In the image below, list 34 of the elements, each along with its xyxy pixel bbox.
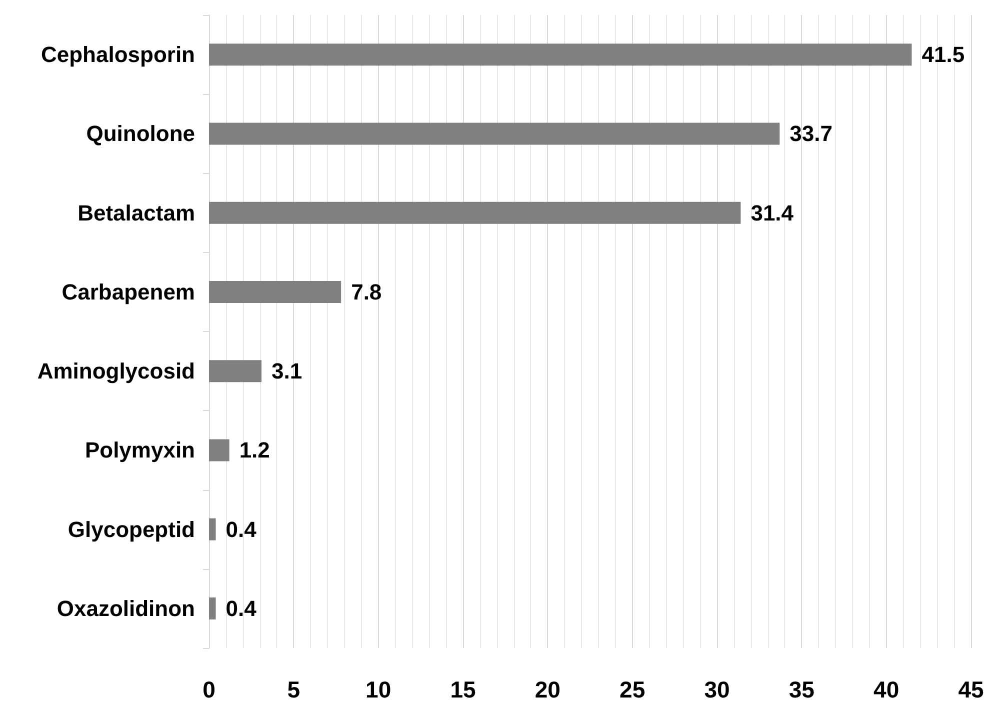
- bar: [209, 518, 216, 540]
- data-label: 1.2: [239, 438, 270, 463]
- y-tick-label: Quinolone: [86, 121, 195, 146]
- y-tick-label: Polymyxin: [84, 438, 195, 463]
- bar: [209, 44, 912, 66]
- bar: [209, 439, 230, 462]
- bar: [209, 280, 342, 303]
- x-tick-label: 25: [620, 676, 646, 702]
- x-tick-label: 40: [874, 676, 900, 702]
- x-tick-label: 10: [366, 676, 392, 702]
- data-label: 0.4: [226, 516, 258, 542]
- y-tick-label: Carbapenem: [62, 279, 195, 304]
- y-tick-label: Glycopeptid: [68, 516, 195, 542]
- y-tick-label: Aminoglycosid: [37, 358, 195, 384]
- x-tick-label: 5: [287, 676, 300, 702]
- data-label: 3.1: [271, 358, 302, 384]
- bar: [209, 360, 262, 382]
- x-tick-label: 0: [202, 676, 216, 702]
- data-label: 0.4: [226, 596, 258, 621]
- bar: [209, 597, 216, 620]
- data-label: 41.5: [922, 42, 965, 68]
- y-tick-label: Cephalosporin: [40, 42, 195, 68]
- x-tick-label: 30: [704, 676, 730, 702]
- bar: [209, 122, 780, 145]
- data-label: 31.4: [750, 200, 794, 226]
- bar: [209, 202, 741, 224]
- data-label: 7.8: [351, 279, 382, 304]
- x-tick-label: 45: [958, 676, 984, 702]
- data-label: 33.7: [790, 121, 832, 146]
- x-tick-label: 15: [450, 676, 476, 702]
- x-tick-label: 35: [788, 676, 815, 702]
- x-tick-label: 20: [534, 676, 560, 702]
- y-tick-label: Betalactam: [78, 200, 195, 226]
- y-tick-label: Oxazolidinon: [56, 596, 195, 621]
